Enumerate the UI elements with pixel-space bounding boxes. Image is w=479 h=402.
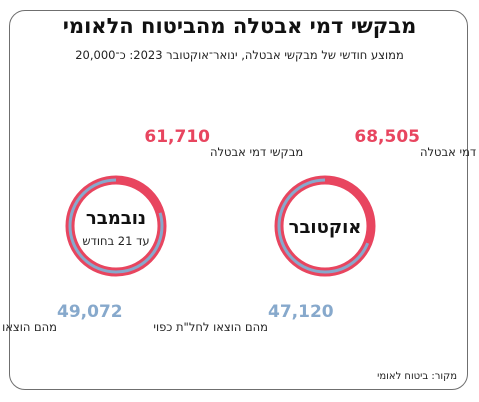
donut-panel-november: 61,710 מבקשי דמי אבטלה נובמבר עד 21 בחוד…: [0, 127, 303, 334]
infographic-card: [9, 10, 468, 390]
chart-subtitle: ממוצע חודשי של מבקשי אבטלה, ינואר־אוקטוב…: [75, 48, 404, 62]
unpaid-leave-arc-october: [277, 178, 373, 274]
applicants-label-october: מבקשי דמי אבטלה: [420, 145, 479, 159]
unpaid-leave-arc-november: [68, 178, 164, 274]
unpaid-leave-label-october: מהם הוצאו לחל"ת כפוי: [153, 320, 268, 334]
sub-label-november: עד 21 בחודש: [82, 234, 149, 248]
month-label-november: נובמבר: [86, 208, 146, 229]
unpaid-leave-value-october: 47,120: [268, 302, 334, 322]
month-label-october: אוקטובר: [289, 217, 362, 238]
unpaid-leave-label-november: מהם הוצאו לחל"ת כפוי: [0, 320, 57, 334]
chart-title: מבקשי דמי אבטלה מהביטוח הלאומי: [62, 14, 417, 38]
unpaid-leave-value-november: 49,072: [57, 302, 123, 322]
source-note: מקור: ביטוח לאומי: [377, 371, 457, 382]
applicants-value-october: 68,505: [354, 127, 420, 147]
applicants-value-november: 61,710: [144, 127, 210, 147]
donut-panel-october: 68,505 מבקשי דמי אבטלה אוקטובר 47,120 מה…: [153, 127, 479, 334]
applicants-label-november: מבקשי דמי אבטלה: [210, 145, 303, 159]
